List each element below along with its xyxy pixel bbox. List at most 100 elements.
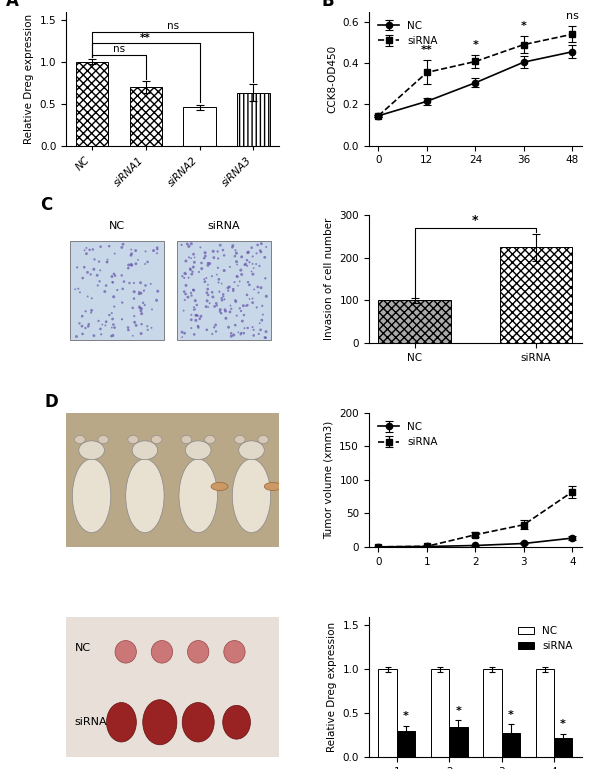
Point	[249, 262, 259, 275]
Point	[98, 318, 107, 331]
Point	[261, 331, 271, 344]
Point	[130, 316, 139, 328]
Ellipse shape	[239, 441, 264, 460]
Point	[237, 268, 247, 281]
Point	[190, 251, 199, 264]
Point	[152, 247, 162, 259]
Point	[241, 258, 250, 271]
Point	[195, 313, 205, 325]
Point	[196, 310, 206, 322]
Text: B: B	[322, 0, 334, 10]
Text: *: *	[455, 706, 461, 716]
Bar	[130, 87, 162, 145]
Point	[257, 300, 267, 312]
Point	[181, 288, 190, 300]
Point	[189, 301, 199, 314]
Point	[245, 293, 254, 305]
Point	[131, 258, 140, 270]
Point	[194, 321, 203, 334]
Bar	[76, 62, 108, 145]
Point	[187, 238, 196, 250]
Point	[89, 263, 98, 275]
Point	[107, 276, 117, 288]
Point	[242, 260, 252, 272]
Point	[187, 268, 197, 280]
Bar	[500, 248, 572, 343]
Text: *: *	[508, 710, 514, 720]
Point	[243, 321, 253, 334]
Point	[73, 282, 83, 295]
Point	[101, 315, 111, 328]
Point	[227, 303, 236, 315]
Point	[224, 321, 233, 334]
Point	[213, 261, 223, 274]
Y-axis label: CCK8-OD450: CCK8-OD450	[327, 45, 337, 113]
Ellipse shape	[223, 705, 250, 739]
Point	[130, 285, 139, 298]
Point	[124, 259, 133, 271]
Point	[78, 272, 88, 285]
Point	[153, 285, 163, 298]
Point	[70, 283, 80, 295]
Point	[199, 273, 209, 285]
Point	[232, 247, 241, 259]
Point	[152, 241, 162, 254]
Ellipse shape	[143, 700, 177, 745]
Point	[188, 284, 198, 296]
Point	[248, 250, 257, 262]
Point	[80, 245, 89, 257]
Ellipse shape	[264, 482, 281, 491]
Point	[232, 270, 241, 282]
Ellipse shape	[151, 641, 173, 663]
Point	[200, 275, 209, 288]
Point	[179, 271, 189, 284]
Legend: NC, siRNA: NC, siRNA	[374, 418, 442, 451]
Point	[215, 304, 225, 316]
Text: *: *	[560, 719, 566, 729]
Point	[187, 308, 196, 321]
Point	[209, 251, 218, 264]
Point	[232, 255, 241, 268]
Point	[147, 303, 157, 315]
Ellipse shape	[115, 641, 136, 663]
Point	[190, 295, 200, 307]
Point	[102, 256, 112, 268]
Point	[107, 307, 116, 319]
Point	[84, 318, 94, 331]
Point	[128, 301, 137, 314]
Point	[218, 288, 228, 301]
Point	[248, 292, 257, 305]
Point	[117, 313, 127, 325]
Point	[199, 252, 209, 265]
Ellipse shape	[151, 435, 162, 444]
Point	[97, 328, 106, 341]
Text: ns: ns	[113, 45, 125, 55]
Point	[230, 250, 239, 262]
Point	[232, 258, 242, 271]
Point	[147, 321, 157, 334]
Point	[141, 245, 151, 258]
Ellipse shape	[211, 482, 228, 491]
Point	[242, 288, 252, 301]
Point	[197, 262, 206, 275]
Point	[212, 268, 221, 281]
Text: **: **	[421, 45, 433, 55]
Ellipse shape	[182, 703, 214, 742]
Text: A: A	[6, 0, 19, 10]
Point	[253, 239, 262, 251]
Point	[219, 249, 229, 261]
Point	[92, 269, 102, 281]
Point	[220, 304, 230, 316]
Point	[230, 276, 239, 288]
Point	[124, 324, 133, 336]
Ellipse shape	[132, 441, 158, 460]
Ellipse shape	[98, 435, 109, 444]
Point	[118, 283, 128, 295]
Bar	[70, 241, 164, 341]
Point	[233, 279, 243, 291]
Point	[260, 272, 270, 285]
Point	[262, 241, 271, 253]
Point	[110, 301, 119, 313]
Point	[180, 267, 190, 279]
Point	[107, 330, 116, 342]
